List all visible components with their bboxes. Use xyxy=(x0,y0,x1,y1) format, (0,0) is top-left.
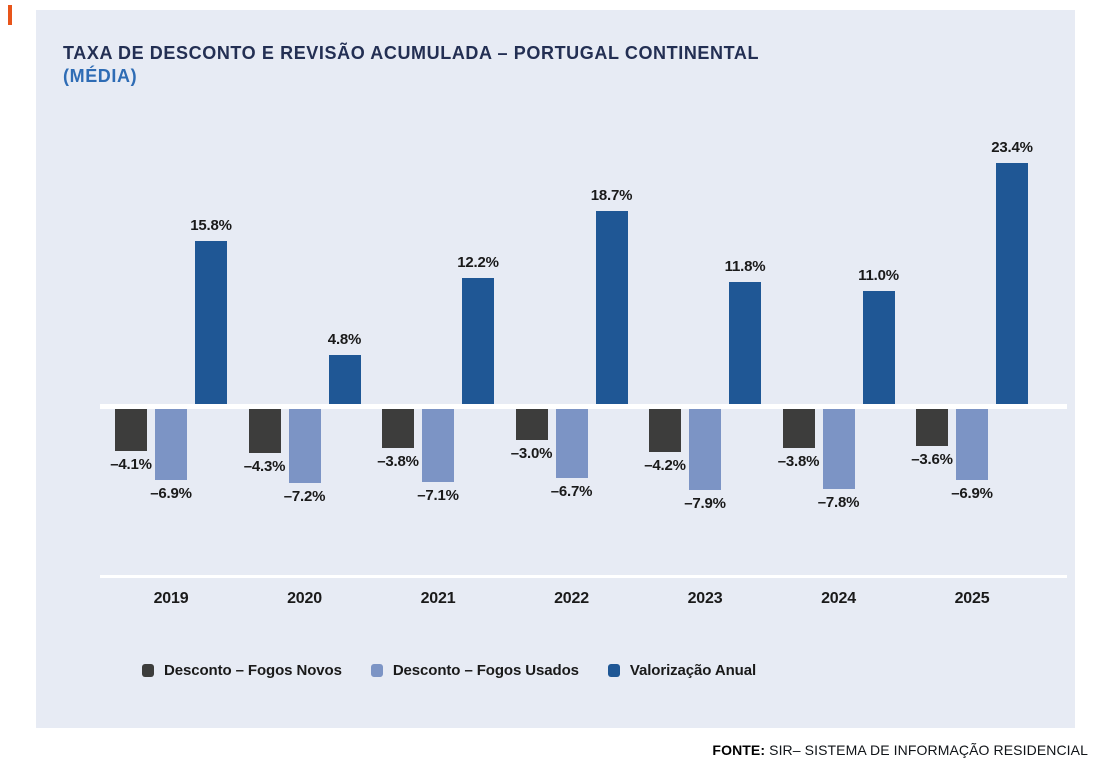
bar-value-label: –3.8% xyxy=(777,453,820,471)
accent-mark xyxy=(8,5,12,25)
bar-series1-2024 xyxy=(782,409,815,449)
year-label-2023: 2023 xyxy=(687,590,723,607)
source-note-prefix: FONTE: xyxy=(712,742,766,758)
legend-swatch-icon xyxy=(370,664,383,677)
bar-value-label: 11.8% xyxy=(724,258,766,276)
zero-baseline xyxy=(100,404,1067,409)
bar-series3-2019 xyxy=(195,241,227,404)
legend-item-3: Valorização Anual xyxy=(607,662,757,679)
bar-group-2024: –3.8% –7.8% 11.0% xyxy=(778,10,899,728)
bar-value-label: –4.3% xyxy=(243,458,286,476)
bar-series3-2022 xyxy=(595,211,628,404)
legend-swatch-icon xyxy=(142,664,154,677)
chart-panel: TAXA DE DESCONTO E REVISÃO ACUMULADA – P… xyxy=(36,10,1075,728)
bar-value-label: –6.9% xyxy=(951,485,993,503)
bar-value-label: –3.0% xyxy=(510,444,553,462)
bar-series2-2024 xyxy=(822,409,855,490)
legend-label: Desconto – Fogos Novos xyxy=(164,662,342,679)
bar-value-label: 12.2% xyxy=(457,254,499,272)
legend-label: Desconto – Fogos Usados xyxy=(392,662,579,679)
year-label-2024: 2024 xyxy=(821,590,856,607)
legend-item-1: Desconto – Fogos Novos xyxy=(142,662,342,679)
chart-title-line2: (MÉDIA) xyxy=(63,66,138,86)
bar-value-label: 18.7% xyxy=(590,187,633,205)
bar-group-2022: –3.0% –6.7% 18.7% xyxy=(511,10,633,728)
bar-series1-2025 xyxy=(916,409,948,447)
bar-series2-2021 xyxy=(422,409,454,483)
bar-value-label: –7.8% xyxy=(817,494,860,512)
bar-value-label: –4.2% xyxy=(644,457,686,475)
bar-series1-2022 xyxy=(515,409,548,440)
bar-value-label: –6.7% xyxy=(550,483,593,500)
bar-group-2020: –4.3% –7.2% 4.8% xyxy=(244,10,362,728)
bar-group-2021: –3.8% –7.1% 12.2% xyxy=(377,10,499,728)
bar-value-label: –3.8% xyxy=(377,453,419,471)
bar-value-label: 23.4% xyxy=(991,138,1033,156)
year-label-2019: 2019 xyxy=(153,590,189,607)
bar-series2-2022 xyxy=(555,409,588,478)
bar-series3-2023 xyxy=(729,282,761,404)
year-label-2020: 2020 xyxy=(287,590,322,607)
chart-title-line1: TAXA DE DESCONTO E REVISÃO ACUMULADA – P… xyxy=(63,43,760,63)
source-note: FONTE: SIR– SISTEMA DE INFORMAÇÃO RESIDE… xyxy=(712,742,1088,758)
bar-value-label: 15.8% xyxy=(190,217,232,235)
year-label-2022: 2022 xyxy=(554,590,589,607)
bar-value-label: –3.6% xyxy=(911,451,953,469)
bar-series1-2020 xyxy=(248,409,281,454)
bar-value-label: –7.1% xyxy=(417,487,459,505)
bar-series3-2024 xyxy=(862,290,895,404)
bar-series3-2021 xyxy=(462,278,494,404)
legend-item-2: Desconto – Fogos Usados xyxy=(370,662,579,679)
year-label-2025: 2025 xyxy=(954,590,990,607)
x-axis-separator xyxy=(100,575,1067,578)
legend: Desconto – Fogos Novos Desconto – Fogos U… xyxy=(142,662,756,679)
bar-series1-2021 xyxy=(382,409,414,449)
source-note-text: SIR– SISTEMA DE INFORMAÇÃO RESIDENCIAL xyxy=(765,742,1088,758)
bar-value-label: –4.1% xyxy=(110,456,152,474)
chart-title: TAXA DE DESCONTO E REVISÃO ACUMULADA – P… xyxy=(63,42,759,88)
bar-value-label: –7.9% xyxy=(684,495,726,513)
bar-series3-2020 xyxy=(328,354,361,404)
plot-area: –4.1% –6.9% 15.8% –4.3% –7.2% 4.8% –3.8% –7.1% 1… xyxy=(110,10,1033,728)
bar-series2-2025 xyxy=(956,409,988,481)
legend-swatch-icon xyxy=(607,664,620,677)
bar-value-label: –7.2% xyxy=(283,488,326,506)
bar-group-2023: –4.2% –7.9% 11.8% xyxy=(644,10,765,728)
bar-group-2025: –3.6% –6.9% 23.4% xyxy=(911,10,1033,728)
bar-value-label: 4.8% xyxy=(327,330,362,348)
bar-series2-2020 xyxy=(288,409,321,484)
bar-group-2019: –4.1% –6.9% 15.8% xyxy=(110,10,232,728)
year-label-2021: 2021 xyxy=(420,590,456,607)
legend-label: Valorização Anual xyxy=(629,662,757,679)
bar-series2-2023 xyxy=(689,409,721,491)
bar-series1-2019 xyxy=(115,409,147,452)
bar-series3-2025 xyxy=(996,162,1028,404)
bar-series1-2023 xyxy=(649,409,681,453)
bar-value-label: 11.0% xyxy=(858,266,899,284)
bar-series2-2019 xyxy=(155,409,187,481)
bar-value-label: –6.9% xyxy=(150,485,192,503)
x-axis-labels: 2019 2020 2021 2022 2023 2024 2025 xyxy=(115,590,1028,608)
